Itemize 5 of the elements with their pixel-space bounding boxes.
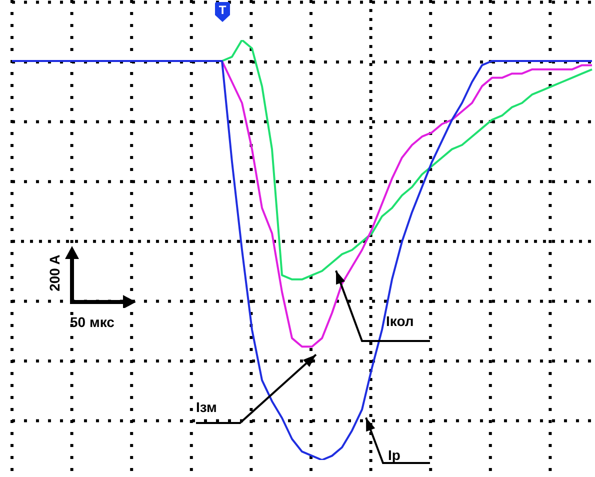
text: Iр (388, 447, 400, 463)
text: Iзм (196, 399, 217, 415)
trigger-marker-icon: T (214, 2, 231, 22)
annotation: 200 A (46, 254, 62, 292)
text: Iкол (386, 313, 414, 329)
